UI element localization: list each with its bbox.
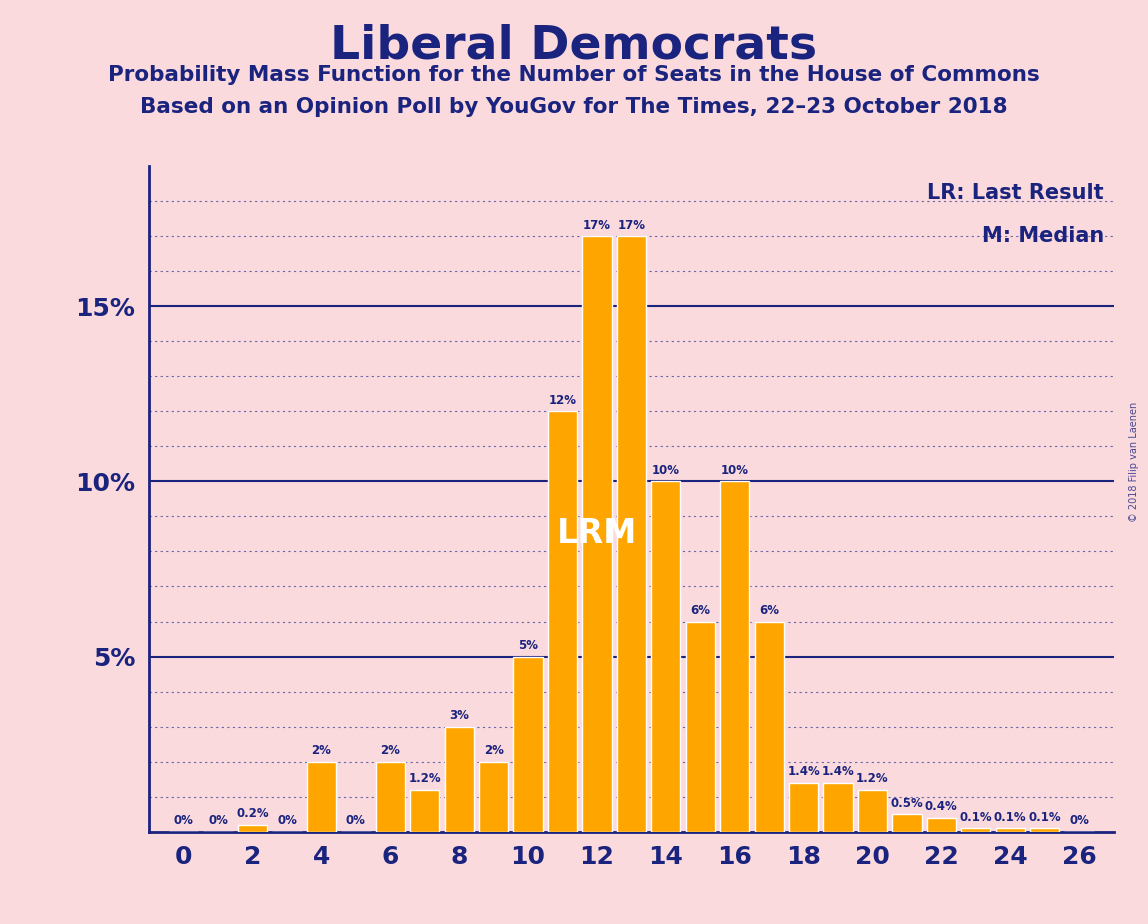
Bar [479,761,509,832]
Text: 1.4%: 1.4% [822,765,854,778]
Text: 2%: 2% [311,745,332,758]
Text: 6%: 6% [759,604,779,617]
Text: © 2018 Filip van Laenen: © 2018 Filip van Laenen [1128,402,1139,522]
Text: 0.1%: 0.1% [994,811,1026,824]
Bar [685,622,715,832]
Text: 0.4%: 0.4% [925,800,957,813]
Text: LR: Last Result: LR: Last Result [928,183,1104,203]
Text: Based on an Opinion Poll by YouGov for The Times, 22–23 October 2018: Based on an Opinion Poll by YouGov for T… [140,97,1008,117]
Bar [858,790,887,832]
Bar [616,237,646,832]
Bar [238,824,267,832]
Bar [789,783,819,832]
Bar [720,481,750,832]
Text: 10%: 10% [652,464,680,478]
Bar [410,790,440,832]
Text: Liberal Democrats: Liberal Democrats [331,23,817,68]
Text: 10%: 10% [721,464,748,478]
Text: 0.5%: 0.5% [891,796,923,810]
Text: 2%: 2% [483,745,504,758]
Text: 0%: 0% [173,814,194,827]
Bar [961,828,991,832]
Text: 6%: 6% [690,604,711,617]
Text: 1.4%: 1.4% [788,765,820,778]
Bar [307,761,336,832]
Bar [651,481,681,832]
Bar [823,783,853,832]
Bar [754,622,784,832]
Text: M: Median: M: Median [982,226,1104,246]
Text: 12%: 12% [549,395,576,407]
Text: 0.1%: 0.1% [960,811,992,824]
Bar [995,828,1025,832]
Text: LRM: LRM [557,517,637,551]
Text: 0.2%: 0.2% [236,808,269,821]
Text: 0%: 0% [277,814,297,827]
Bar [548,411,577,832]
Bar [375,761,405,832]
Text: 0%: 0% [1069,814,1089,827]
Bar [926,818,956,832]
Text: 0%: 0% [346,814,366,827]
Text: 17%: 17% [583,219,611,232]
Text: 2%: 2% [380,745,401,758]
Bar [582,237,612,832]
Text: 5%: 5% [518,639,538,652]
Text: 3%: 3% [449,710,470,723]
Bar [513,657,543,832]
Text: 17%: 17% [618,219,645,232]
Bar [892,814,922,832]
Text: 0.1%: 0.1% [1029,811,1061,824]
Bar [444,726,474,832]
Text: 0%: 0% [208,814,228,827]
Bar [1030,828,1060,832]
Text: Probability Mass Function for the Number of Seats in the House of Commons: Probability Mass Function for the Number… [108,65,1040,85]
Text: 1.2%: 1.2% [856,772,889,785]
Text: 1.2%: 1.2% [409,772,441,785]
